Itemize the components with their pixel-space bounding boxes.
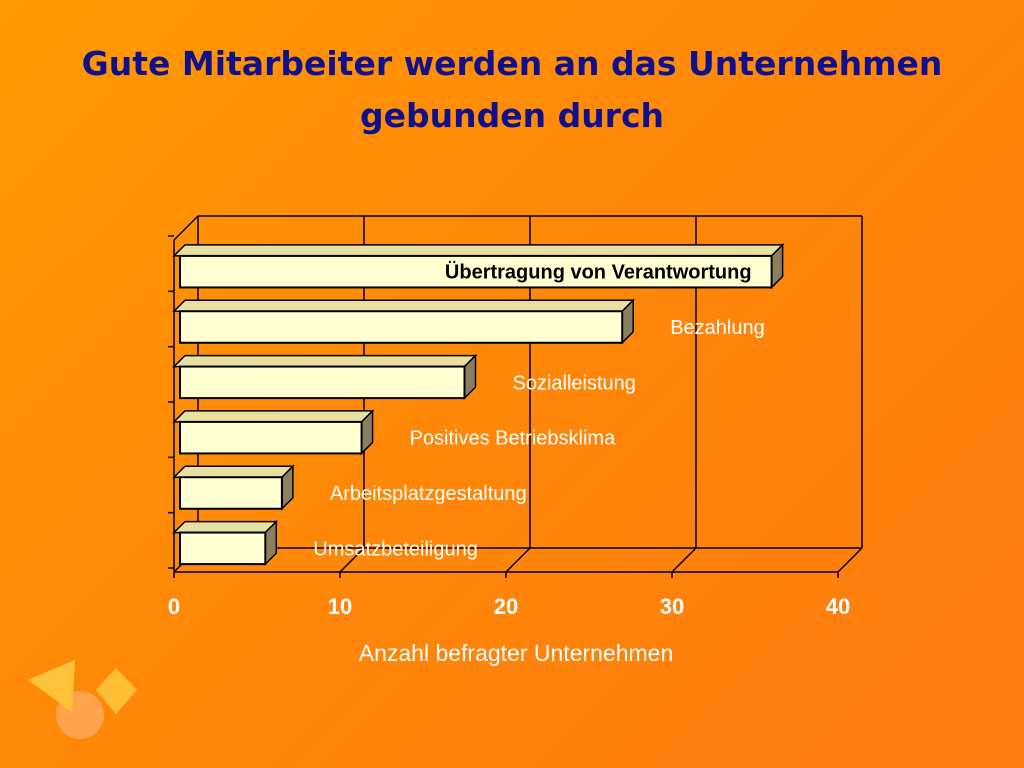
x-axis-title: Anzahl befragter Unternehmen bbox=[359, 640, 674, 666]
bar-4: Positives Betriebsklima bbox=[172, 409, 617, 456]
x-tick-label: 30 bbox=[660, 594, 684, 619]
bar-3: Sozialleistung bbox=[172, 353, 636, 400]
bar-top-face bbox=[172, 354, 478, 368]
bar-5: Arbeitsplatzgestaltung bbox=[172, 464, 527, 511]
bar-label-2: Bezahlung bbox=[670, 317, 765, 339]
bar-6: Umsatzbeteiligung bbox=[172, 519, 478, 566]
bar-top-face bbox=[172, 244, 785, 257]
bar-front-face bbox=[179, 531, 267, 566]
bar-front-face bbox=[179, 420, 363, 455]
bar-label-3: Sozialleistung bbox=[513, 372, 636, 394]
floor-gridline bbox=[339, 547, 365, 573]
bar-top-face bbox=[172, 520, 279, 534]
x-tick-label: 10 bbox=[328, 594, 352, 619]
x-tick-label: 20 bbox=[494, 594, 518, 619]
side-wall-top-edge bbox=[173, 215, 199, 241]
bar-label-1: Übertragung von Verantwortung bbox=[445, 261, 752, 284]
bar-top-face bbox=[172, 465, 295, 478]
bar-2: Bezahlung bbox=[172, 298, 765, 345]
bar-front-face bbox=[179, 476, 283, 510]
slide-title: Gute Mitarbeiter werden an das Unternehm… bbox=[40, 38, 984, 142]
bar-front-face bbox=[179, 310, 624, 344]
logo-triangle bbox=[28, 660, 75, 712]
title-line-2: gebunden durch bbox=[359, 96, 665, 135]
floor-gridline bbox=[671, 547, 697, 573]
floor-gridline bbox=[505, 547, 531, 573]
floor-gridline bbox=[837, 547, 863, 573]
x-tick-label: 40 bbox=[826, 594, 850, 619]
bar-1: Übertragung von Verantwortung bbox=[172, 243, 785, 290]
x-tick-label: 0 bbox=[168, 594, 180, 619]
bar-front-face bbox=[179, 365, 466, 400]
bar-label-4: Positives Betriebsklima bbox=[410, 428, 617, 450]
title-line-1: Gute Mitarbeiter werden an das Unternehm… bbox=[81, 44, 943, 83]
bar-front-face bbox=[179, 254, 773, 289]
bar-label-5: Arbeitsplatzgestaltung bbox=[330, 483, 527, 505]
logo-diamond bbox=[96, 668, 137, 714]
bar-top-face bbox=[172, 410, 375, 423]
chart-axis: 0 10 20 30 40 bbox=[168, 235, 850, 619]
decorative-logo bbox=[28, 660, 137, 739]
chart-bars: Übertragung von Verantwortung Bezahlung So… bbox=[172, 243, 785, 566]
bar-top-face bbox=[172, 299, 636, 312]
bar-label-6: Umsatzbeteiligung bbox=[313, 538, 478, 560]
